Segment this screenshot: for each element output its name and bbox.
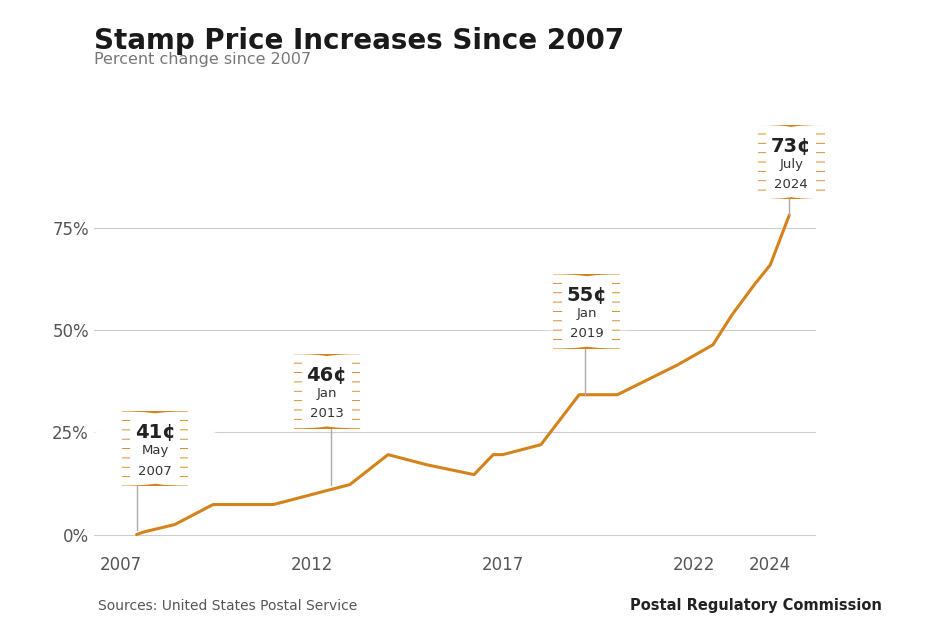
Text: 46¢: 46¢	[307, 366, 347, 385]
Circle shape	[324, 402, 389, 409]
Circle shape	[151, 459, 218, 466]
Circle shape	[151, 413, 218, 419]
Circle shape	[92, 421, 159, 429]
Circle shape	[151, 478, 218, 485]
Circle shape	[788, 145, 854, 151]
Circle shape	[729, 191, 794, 198]
Circle shape	[524, 312, 590, 320]
Circle shape	[583, 322, 650, 329]
Circle shape	[729, 145, 794, 151]
Text: May: May	[142, 444, 169, 457]
Circle shape	[788, 173, 854, 180]
Circle shape	[151, 440, 218, 448]
Circle shape	[729, 135, 794, 142]
FancyBboxPatch shape	[758, 125, 825, 200]
Circle shape	[729, 163, 794, 170]
FancyBboxPatch shape	[553, 274, 620, 349]
Text: Jan: Jan	[577, 307, 597, 320]
Circle shape	[583, 294, 650, 301]
Text: 2007: 2007	[138, 464, 172, 478]
Circle shape	[729, 182, 794, 189]
Circle shape	[788, 182, 854, 189]
FancyBboxPatch shape	[130, 416, 180, 481]
Circle shape	[265, 374, 330, 381]
Circle shape	[151, 449, 218, 457]
FancyBboxPatch shape	[562, 279, 612, 344]
Circle shape	[92, 449, 159, 457]
FancyBboxPatch shape	[302, 359, 352, 424]
Circle shape	[729, 154, 794, 161]
Text: Postal Regulatory Commission: Postal Regulatory Commission	[629, 598, 882, 613]
Circle shape	[324, 364, 389, 371]
FancyBboxPatch shape	[122, 411, 189, 486]
Circle shape	[324, 383, 389, 390]
Circle shape	[324, 411, 389, 418]
Circle shape	[788, 154, 854, 161]
Circle shape	[265, 364, 330, 371]
Text: Jan: Jan	[317, 387, 337, 400]
Circle shape	[92, 440, 159, 448]
Circle shape	[583, 341, 650, 347]
Circle shape	[583, 331, 650, 339]
Circle shape	[583, 312, 650, 320]
Circle shape	[583, 275, 650, 282]
Text: 41¢: 41¢	[134, 424, 175, 443]
Circle shape	[265, 393, 330, 399]
Circle shape	[92, 478, 159, 485]
Text: 73¢: 73¢	[771, 137, 811, 156]
Circle shape	[788, 163, 854, 170]
Text: July: July	[779, 158, 803, 170]
Circle shape	[788, 126, 854, 133]
FancyBboxPatch shape	[766, 130, 816, 194]
Circle shape	[583, 303, 650, 310]
Circle shape	[524, 303, 590, 310]
Circle shape	[92, 431, 159, 438]
Circle shape	[151, 431, 218, 438]
Circle shape	[729, 173, 794, 180]
Circle shape	[92, 413, 159, 419]
Circle shape	[524, 275, 590, 282]
Circle shape	[524, 322, 590, 329]
Circle shape	[524, 294, 590, 301]
Circle shape	[265, 402, 330, 409]
Circle shape	[729, 126, 794, 133]
Circle shape	[524, 331, 590, 339]
Circle shape	[265, 411, 330, 418]
Circle shape	[92, 468, 159, 476]
Text: Sources: United States Postal Service: Sources: United States Postal Service	[98, 600, 357, 613]
Circle shape	[324, 374, 389, 381]
Circle shape	[583, 284, 650, 292]
Circle shape	[151, 421, 218, 429]
Circle shape	[788, 191, 854, 198]
Circle shape	[265, 355, 330, 362]
Circle shape	[151, 468, 218, 476]
Circle shape	[324, 355, 389, 362]
Circle shape	[265, 421, 330, 428]
Circle shape	[92, 459, 159, 466]
Text: 2019: 2019	[570, 327, 604, 341]
Text: 2024: 2024	[775, 178, 809, 191]
Circle shape	[524, 341, 590, 347]
Circle shape	[324, 421, 389, 428]
Circle shape	[788, 135, 854, 142]
Circle shape	[324, 393, 389, 399]
Circle shape	[524, 284, 590, 292]
FancyBboxPatch shape	[294, 354, 360, 429]
Text: 55¢: 55¢	[567, 286, 607, 305]
Text: Percent change since 2007: Percent change since 2007	[94, 52, 310, 67]
Circle shape	[265, 383, 330, 390]
Text: Stamp Price Increases Since 2007: Stamp Price Increases Since 2007	[94, 27, 624, 55]
Text: 2013: 2013	[310, 408, 344, 420]
